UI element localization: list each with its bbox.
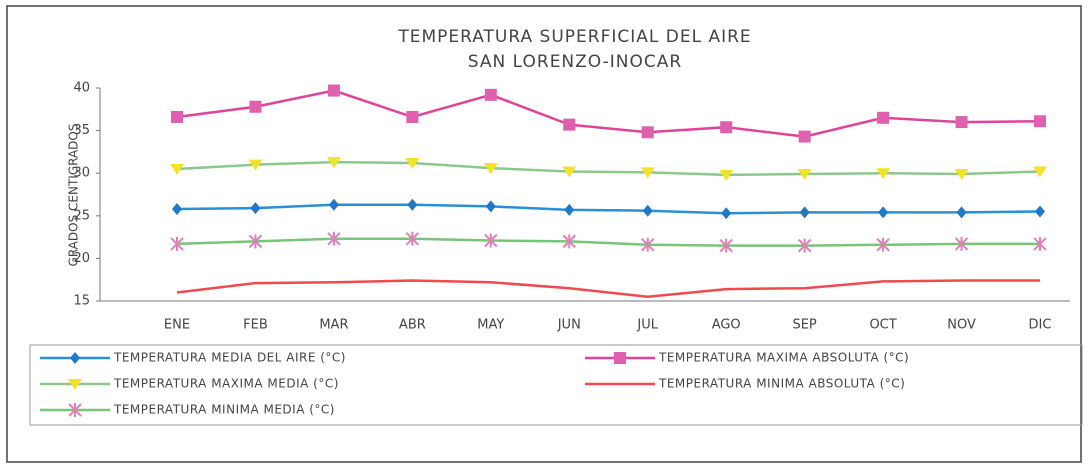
point — [720, 121, 733, 134]
point — [405, 157, 420, 169]
chart-title: TEMPERATURA SUPERFICIAL DEL AIRE — [397, 27, 751, 47]
y-tick-label: 15 — [73, 294, 90, 309]
y-tick-label: 30 — [73, 166, 90, 181]
point — [171, 110, 183, 123]
series-line — [176, 89, 1041, 138]
point — [170, 163, 184, 175]
point — [328, 198, 339, 211]
point — [876, 237, 890, 252]
x-tick-label: MAY — [477, 318, 504, 333]
point — [1033, 236, 1047, 251]
point — [641, 126, 654, 139]
point — [877, 111, 890, 124]
point — [172, 202, 182, 215]
point — [170, 236, 184, 251]
point — [640, 167, 655, 179]
point — [641, 237, 655, 252]
point — [719, 169, 734, 181]
x-tick-label: JUL — [636, 318, 658, 333]
legend-box — [29, 344, 1083, 426]
legend-label: TEMPERATURA MAXIMA MEDIA (°C) — [113, 377, 339, 391]
point — [954, 236, 969, 251]
point — [327, 231, 341, 246]
legend-marker — [614, 352, 626, 364]
x-tick-label: JUN — [557, 318, 581, 333]
point — [326, 157, 341, 169]
x-tick-label: OCT — [869, 318, 896, 333]
point — [562, 166, 577, 178]
chart-subtitle: SAN LORENZO-INOCAR — [468, 52, 682, 72]
x-tick-label: SEP — [792, 318, 816, 333]
point — [248, 159, 263, 171]
point — [562, 234, 576, 249]
point — [878, 206, 889, 219]
legend-label: TEMPERATURA MEDIA DEL AIRE (°C) — [113, 351, 346, 365]
point — [250, 202, 261, 215]
point — [799, 206, 810, 219]
legend-label: TEMPERATURA MAXIMA ABSOLUTA (°C) — [658, 351, 909, 365]
x-tick-label: DIC — [1029, 318, 1052, 333]
point — [563, 118, 576, 131]
legend-label: TEMPERATURA MINIMA ABSOLUTA (°C) — [658, 377, 905, 391]
point — [797, 238, 812, 253]
series-line — [176, 160, 1041, 177]
x-tick-label: ENE — [164, 318, 190, 333]
x-tick-label: FEB — [243, 318, 268, 333]
point — [327, 84, 340, 97]
point — [1033, 166, 1047, 178]
point — [406, 110, 419, 123]
point — [249, 100, 262, 113]
x-tick-label: AGO — [712, 318, 741, 333]
y-tick-label: 20 — [73, 251, 90, 266]
y-axis-label: GRADOS CENTIGRADOS — [67, 124, 81, 267]
point — [1035, 205, 1045, 218]
point — [248, 234, 263, 249]
x-tick-label: ABR — [399, 318, 426, 333]
legend-label: TEMPERATURA MINIMA MEDIA (°C) — [113, 403, 335, 417]
y-tick-label: 25 — [73, 208, 90, 223]
series-line — [176, 279, 1040, 298]
legend-marker — [68, 403, 82, 417]
point — [721, 207, 732, 220]
frame — [6, 5, 1082, 463]
legend-marker — [70, 352, 80, 364]
point — [642, 204, 653, 217]
point — [797, 169, 812, 181]
legend-marker — [68, 379, 82, 390]
point — [719, 238, 733, 253]
y-tick-label: 35 — [73, 123, 90, 138]
point — [956, 206, 967, 219]
x-tick-label: MAR — [319, 318, 348, 333]
point — [955, 116, 968, 129]
point — [954, 169, 969, 181]
point — [483, 163, 498, 175]
point — [876, 168, 891, 180]
series-line — [176, 203, 1041, 215]
point — [485, 200, 496, 213]
point — [484, 233, 498, 248]
point — [1034, 115, 1046, 128]
point — [407, 198, 418, 211]
y-tick-label: 40 — [73, 81, 90, 96]
x-tick-label: NOV — [947, 318, 976, 333]
point — [564, 203, 575, 216]
series-line — [176, 237, 1040, 247]
point — [405, 231, 420, 246]
point — [484, 88, 497, 101]
point — [798, 130, 811, 143]
